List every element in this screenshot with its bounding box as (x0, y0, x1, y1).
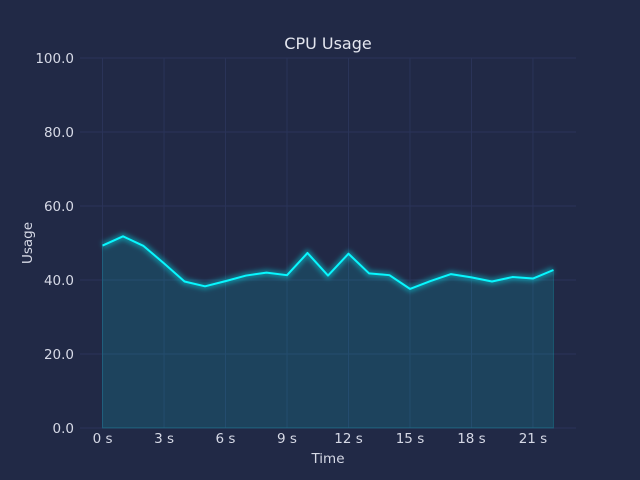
chart-title: CPU Usage (284, 34, 371, 53)
x-tick-label: 21 s (519, 431, 548, 447)
y-tick-label: 60.0 (44, 199, 74, 215)
y-tick-labels: 0.0 20.0 40.0 60.0 80.0 100.0 (35, 51, 74, 437)
x-tick-label: 0 s (93, 431, 113, 447)
x-tick-label: 6 s (216, 431, 236, 447)
y-tick-label: 0.0 (53, 421, 74, 437)
series-lines (101, 232, 555, 293)
x-tick-label: 9 s (277, 431, 297, 447)
grid-lines (80, 57, 576, 429)
x-tick-labels: 0 s 3 s 6 s 9 s 12 s 15 s 18 s 21 s (93, 431, 548, 447)
x-axis-title: Time (310, 451, 344, 467)
series-line (102, 235, 554, 290)
y-axis-title: Usage (20, 222, 36, 264)
y-tick-label: 100.0 (35, 51, 74, 67)
x-tick-label: 12 s (334, 431, 363, 447)
y-tick-label: 40.0 (44, 273, 74, 289)
y-tick-label: 20.0 (44, 347, 74, 363)
x-tick-label: 15 s (396, 431, 425, 447)
x-tick-label: 18 s (457, 431, 486, 447)
x-tick-label: 3 s (154, 431, 174, 447)
y-tick-label: 80.0 (44, 125, 74, 141)
